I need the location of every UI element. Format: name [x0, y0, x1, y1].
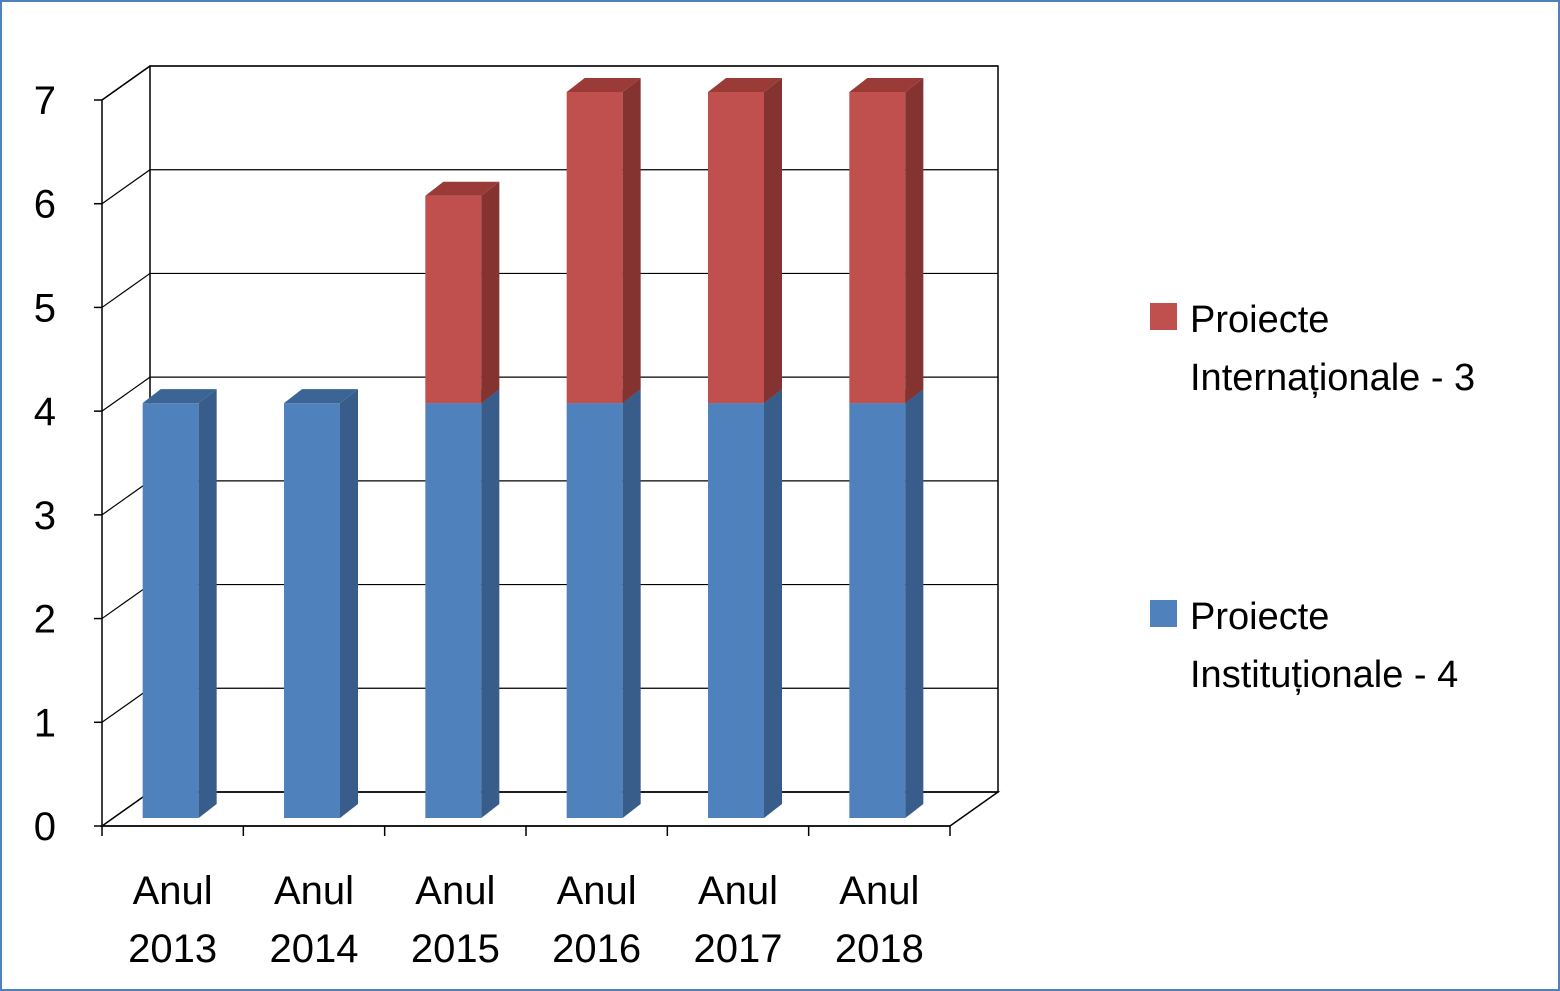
- bar-institutionale-side: [622, 389, 641, 818]
- bar-institutionale-side: [198, 389, 217, 818]
- bar-internationale-side: [764, 78, 782, 404]
- bar-institutionale: [708, 403, 764, 818]
- bar-internationale: [849, 92, 906, 404]
- x-category-label: 2014: [270, 927, 359, 971]
- y-tick-label: 0: [34, 805, 56, 849]
- legend-label: Proiecte: [1190, 596, 1329, 638]
- x-category-label: 2015: [411, 927, 500, 971]
- x-category-label: 2016: [552, 927, 641, 971]
- bar-institutionale: [142, 403, 199, 818]
- x-category-label: Anul: [415, 869, 495, 913]
- bar-institutionale-side: [481, 389, 500, 818]
- bar-internationale: [708, 92, 764, 404]
- bar-internationale-side: [905, 78, 924, 404]
- legend: Proiecte Internaționale - 3 Proiecte Instit…: [1150, 299, 1475, 696]
- y-axis-tick-labels: 0 1 2 3 4 5 6 7: [34, 79, 56, 849]
- y-tick-label: 2: [34, 598, 56, 642]
- legend-swatch: [1150, 600, 1177, 627]
- side-wall-top-edge: [101, 65, 151, 101]
- bar-internationale: [425, 195, 482, 404]
- y-tick-label: 1: [34, 701, 56, 745]
- legend-swatch: [1150, 303, 1177, 330]
- bar-internationale-top: [425, 181, 500, 196]
- bar-internationale-top: [566, 78, 641, 92]
- x-axis-category-labels: Anul 2013 Anul 2014 Anul 2015 Anul 2016 Anul 2017…: [128, 869, 924, 971]
- bar-institutionale-side: [764, 389, 782, 818]
- bar-internationale-side: [622, 78, 641, 404]
- x-category-label: Anul: [274, 869, 354, 913]
- bar-internationale-top: [708, 78, 782, 92]
- bar-institutionale-top: [284, 389, 358, 404]
- x-category-label: 2017: [694, 927, 783, 971]
- y-tick-label: 3: [34, 494, 56, 538]
- x-category-label: Anul: [839, 869, 919, 913]
- legend-label: Instituționale - 4: [1190, 654, 1458, 696]
- axes: [94, 65, 951, 836]
- bar-institutionale: [425, 403, 482, 818]
- bar-institutionale: [566, 403, 623, 818]
- y-tick-label: 4: [34, 390, 56, 434]
- x-category-label: Anul: [698, 869, 778, 913]
- x-category-label: Anul: [133, 869, 213, 913]
- x-category-label: 2013: [128, 927, 217, 971]
- bar-institutionale: [849, 403, 906, 818]
- bar-internationale-top: [849, 78, 924, 92]
- legend-label: Internaționale - 3: [1190, 357, 1475, 399]
- bars: [142, 78, 924, 818]
- bar-institutionale-side: [905, 389, 924, 818]
- x-category-label: Anul: [557, 869, 637, 913]
- bar-internationale-side: [481, 181, 500, 404]
- y-tick-label: 7: [34, 79, 56, 123]
- legend-label: Proiecte: [1190, 299, 1329, 341]
- bar-internationale: [566, 92, 623, 404]
- bar-institutionale-side: [340, 389, 358, 818]
- x-category-label: 2018: [835, 927, 924, 971]
- y-tick-label: 6: [34, 183, 56, 227]
- y-tick-label: 5: [34, 286, 56, 330]
- bar-institutionale: [284, 403, 340, 818]
- bar-institutionale-top: [142, 389, 217, 404]
